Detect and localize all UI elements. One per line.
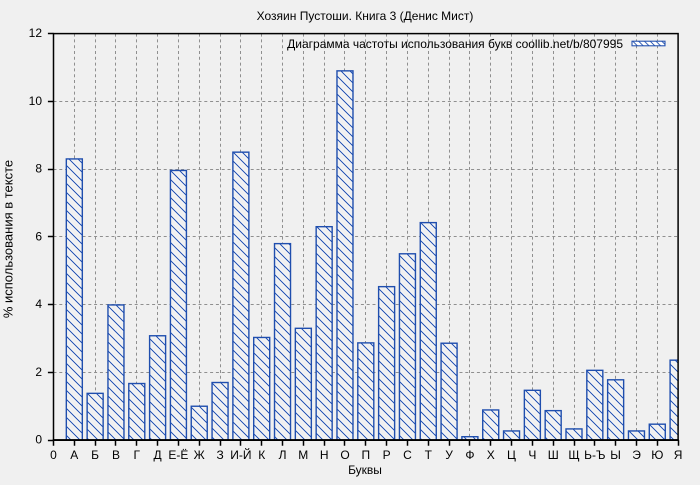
svg-text:В: В — [112, 448, 120, 462]
svg-text:К: К — [258, 448, 265, 462]
svg-text:10: 10 — [29, 94, 43, 108]
svg-text:Ф: Ф — [465, 448, 474, 462]
svg-text:Л: Л — [279, 448, 287, 462]
svg-text:6: 6 — [35, 230, 42, 244]
svg-text:Ч: Ч — [528, 448, 536, 462]
svg-text:М: М — [298, 448, 308, 462]
svg-text:Б: Б — [91, 448, 99, 462]
svg-text:4: 4 — [35, 297, 42, 311]
svg-text:Р: Р — [383, 448, 391, 462]
svg-text:У: У — [445, 448, 453, 462]
svg-text:0: 0 — [50, 448, 57, 462]
svg-text:Диаграмма частоты использовани: Диаграмма частоты использования букв coo… — [287, 37, 623, 51]
svg-text:Ж: Ж — [194, 448, 205, 462]
svg-text:А: А — [70, 448, 78, 462]
svg-text:П: П — [361, 448, 370, 462]
svg-text:Ш: Ш — [548, 448, 559, 462]
svg-text:С: С — [403, 448, 412, 462]
svg-text:Ц: Ц — [507, 448, 516, 462]
svg-text:Н: Н — [320, 448, 329, 462]
svg-text:Хозяин Пустоши. Книга 3 (Денис: Хозяин Пустоши. Книга 3 (Денис Мист) — [257, 9, 474, 23]
svg-text:Буквы: Буквы — [348, 463, 382, 477]
svg-text:Ь-Ъ: Ь-Ъ — [584, 448, 605, 462]
svg-text:% использования в тексте: % использования в тексте — [0, 160, 15, 318]
svg-text:Я: Я — [674, 448, 683, 462]
svg-text:Щ: Щ — [568, 448, 579, 462]
svg-text:12: 12 — [29, 26, 43, 40]
svg-text:2: 2 — [35, 365, 42, 379]
svg-text:Т: Т — [425, 448, 433, 462]
svg-text:И-Й: И-Й — [230, 447, 251, 462]
svg-text:Ы: Ы — [610, 448, 621, 462]
svg-text:0: 0 — [35, 433, 42, 447]
svg-text:Д: Д — [154, 448, 162, 462]
svg-text:Х: Х — [487, 448, 495, 462]
svg-text:О: О — [340, 448, 349, 462]
svg-text:Е-Ё: Е-Ё — [168, 448, 188, 462]
svg-text:Э: Э — [632, 448, 641, 462]
svg-text:Г: Г — [134, 448, 141, 462]
svg-text:Ю: Ю — [651, 448, 663, 462]
svg-text:8: 8 — [35, 162, 42, 176]
svg-text:З: З — [216, 448, 223, 462]
